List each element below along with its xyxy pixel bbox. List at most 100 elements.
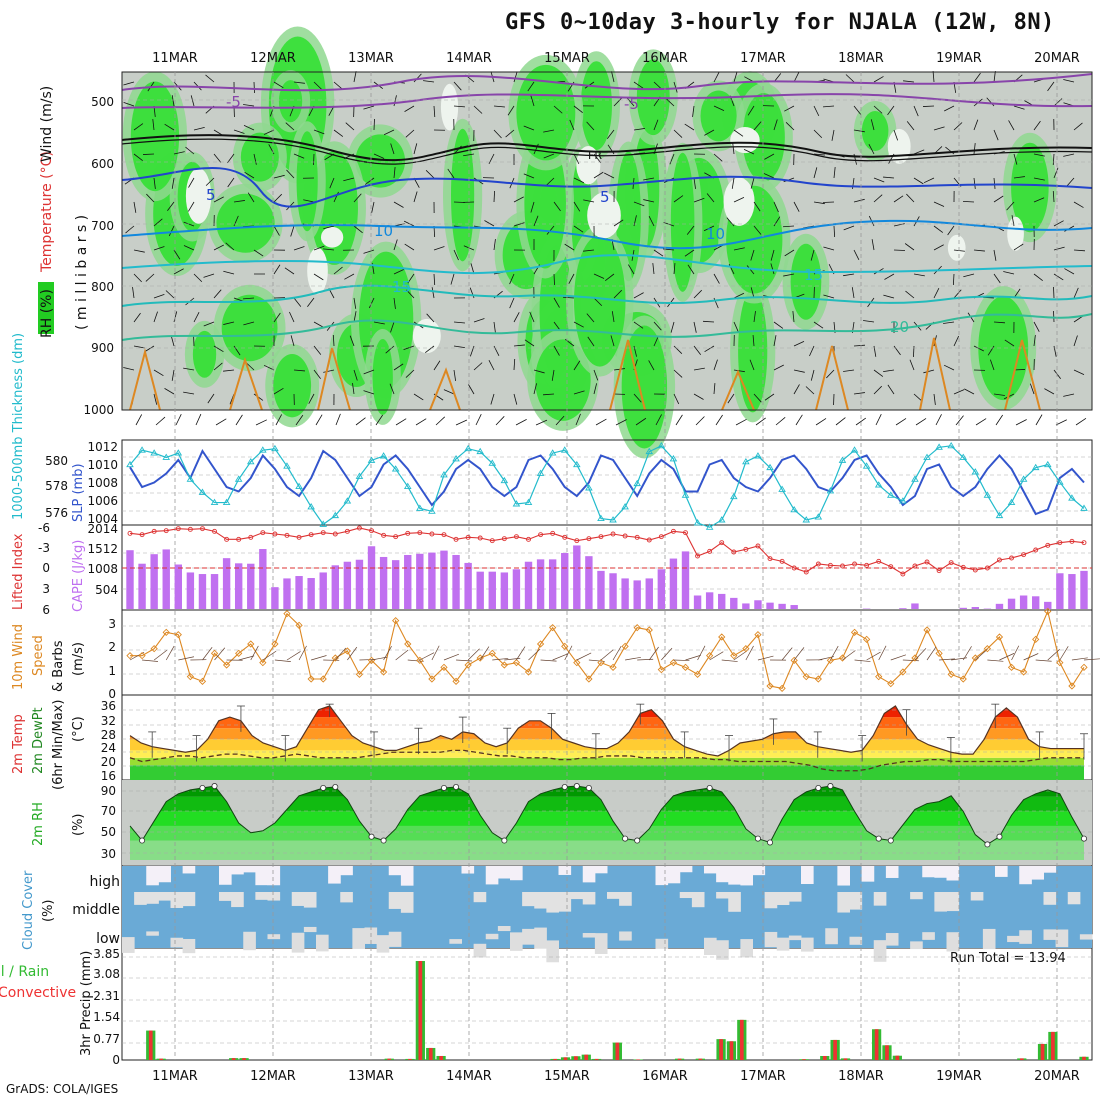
dry-patch bbox=[185, 168, 212, 224]
wind-barb bbox=[523, 173, 535, 179]
wind-barb bbox=[810, 249, 815, 261]
cloud-mid-gap bbox=[546, 892, 559, 913]
cape-bar bbox=[693, 595, 702, 609]
wind-barb bbox=[704, 345, 715, 353]
wind-barb bbox=[573, 177, 585, 184]
cape-bar bbox=[355, 559, 364, 609]
thickness-point bbox=[597, 514, 605, 521]
cape-bar bbox=[561, 552, 569, 609]
cape-bar bbox=[754, 600, 762, 609]
li-point bbox=[526, 536, 531, 542]
cape-bar bbox=[766, 602, 774, 609]
li-point bbox=[864, 562, 870, 568]
date-label-top: 13MAR bbox=[348, 51, 394, 66]
pressure-tick: 1000 bbox=[83, 403, 114, 417]
cloud-low-gap bbox=[582, 933, 596, 938]
wind-barb bbox=[684, 123, 695, 131]
wind-barb bbox=[813, 153, 825, 156]
thickness-point bbox=[959, 453, 968, 460]
wind-barb bbox=[713, 153, 723, 162]
cape-bar bbox=[367, 546, 376, 609]
li-point bbox=[163, 528, 169, 534]
temp-label-1: 2m Temp bbox=[11, 714, 26, 774]
cape-bar bbox=[452, 554, 460, 609]
temp-band bbox=[130, 728, 1084, 740]
cape-bar bbox=[573, 545, 581, 609]
cloud-high-gap bbox=[728, 866, 741, 885]
thickness-point bbox=[1056, 478, 1064, 485]
li-point bbox=[127, 530, 133, 536]
cloud-mid-gap bbox=[582, 892, 596, 905]
wind-barb bbox=[731, 177, 735, 189]
wind-barb bbox=[693, 345, 702, 355]
rh2m-point bbox=[984, 841, 991, 848]
cape-tick: 504 bbox=[95, 583, 118, 597]
li-point bbox=[683, 530, 688, 536]
wind-barb bbox=[593, 297, 603, 307]
wind10-point bbox=[597, 659, 605, 667]
wind-barb bbox=[1013, 243, 1024, 251]
rh2m-point bbox=[453, 784, 460, 791]
wind-barb bbox=[385, 345, 395, 354]
wind-barb bbox=[263, 129, 275, 135]
li-point bbox=[296, 534, 302, 540]
wind-barb bbox=[749, 359, 755, 371]
wind10-point bbox=[693, 670, 702, 678]
cloud-mid-gap bbox=[716, 892, 729, 899]
wind10-point bbox=[355, 670, 364, 678]
thickness-point bbox=[814, 513, 823, 520]
cloud-mid-gap bbox=[473, 892, 487, 903]
wind-barb bbox=[393, 297, 396, 309]
precip-convective-bar bbox=[584, 1054, 589, 1060]
wind-barb bbox=[405, 129, 415, 138]
thickness-point bbox=[826, 487, 835, 494]
wind-barb bbox=[673, 393, 680, 405]
wind-barb bbox=[750, 249, 755, 261]
wind10-barb bbox=[383, 645, 392, 661]
rh-blob bbox=[535, 339, 591, 421]
cape-bar bbox=[259, 549, 267, 609]
wind-barb bbox=[1033, 321, 1040, 332]
li-point bbox=[417, 530, 423, 536]
wind-barb bbox=[593, 383, 598, 395]
cape-bar bbox=[150, 554, 158, 609]
wind-barb bbox=[164, 123, 175, 131]
li-point bbox=[634, 534, 640, 540]
cloud-low-gap bbox=[122, 937, 135, 953]
wind-barb bbox=[868, 144, 875, 155]
wind-barb bbox=[1044, 388, 1055, 395]
precip-convective-bar bbox=[729, 1041, 734, 1060]
wind-barb bbox=[425, 345, 435, 353]
wind-barb bbox=[183, 367, 195, 371]
wind10-tick: 0 bbox=[108, 687, 116, 701]
wind10-point bbox=[838, 654, 847, 662]
wind-barb bbox=[513, 196, 524, 203]
thickness-point bbox=[198, 488, 207, 495]
cloud-high-gap bbox=[679, 866, 693, 873]
cloud-mid-gap bbox=[619, 892, 632, 906]
wind-barb bbox=[1053, 167, 1059, 179]
wind-barb bbox=[390, 321, 395, 333]
upper-label-rh: RH (%) bbox=[39, 289, 55, 338]
thickness-point bbox=[862, 462, 871, 469]
wind10-barb bbox=[962, 646, 972, 661]
cloud-high-gap bbox=[1031, 866, 1044, 880]
rh2m-point bbox=[754, 835, 761, 842]
cloud-high-gap bbox=[655, 866, 669, 886]
cloud-label: Cloud Cover bbox=[21, 870, 36, 950]
rh2m-point bbox=[332, 784, 339, 791]
wind-barb bbox=[923, 177, 935, 184]
thickness-point bbox=[645, 447, 654, 455]
footer-credit: GrADS: COLA/IGES bbox=[6, 1082, 119, 1096]
wind-barb bbox=[273, 225, 280, 236]
wind-barb bbox=[633, 81, 644, 89]
wind-barb bbox=[703, 225, 715, 232]
thickness-tick: 576 bbox=[45, 506, 68, 520]
cape-bar bbox=[1044, 601, 1052, 609]
cape-bar bbox=[911, 603, 919, 609]
surface-barb bbox=[395, 418, 407, 426]
wind-barb bbox=[313, 245, 325, 251]
wind-barb bbox=[993, 71, 996, 83]
wind-barb bbox=[183, 245, 195, 251]
wind-barb bbox=[831, 129, 835, 141]
